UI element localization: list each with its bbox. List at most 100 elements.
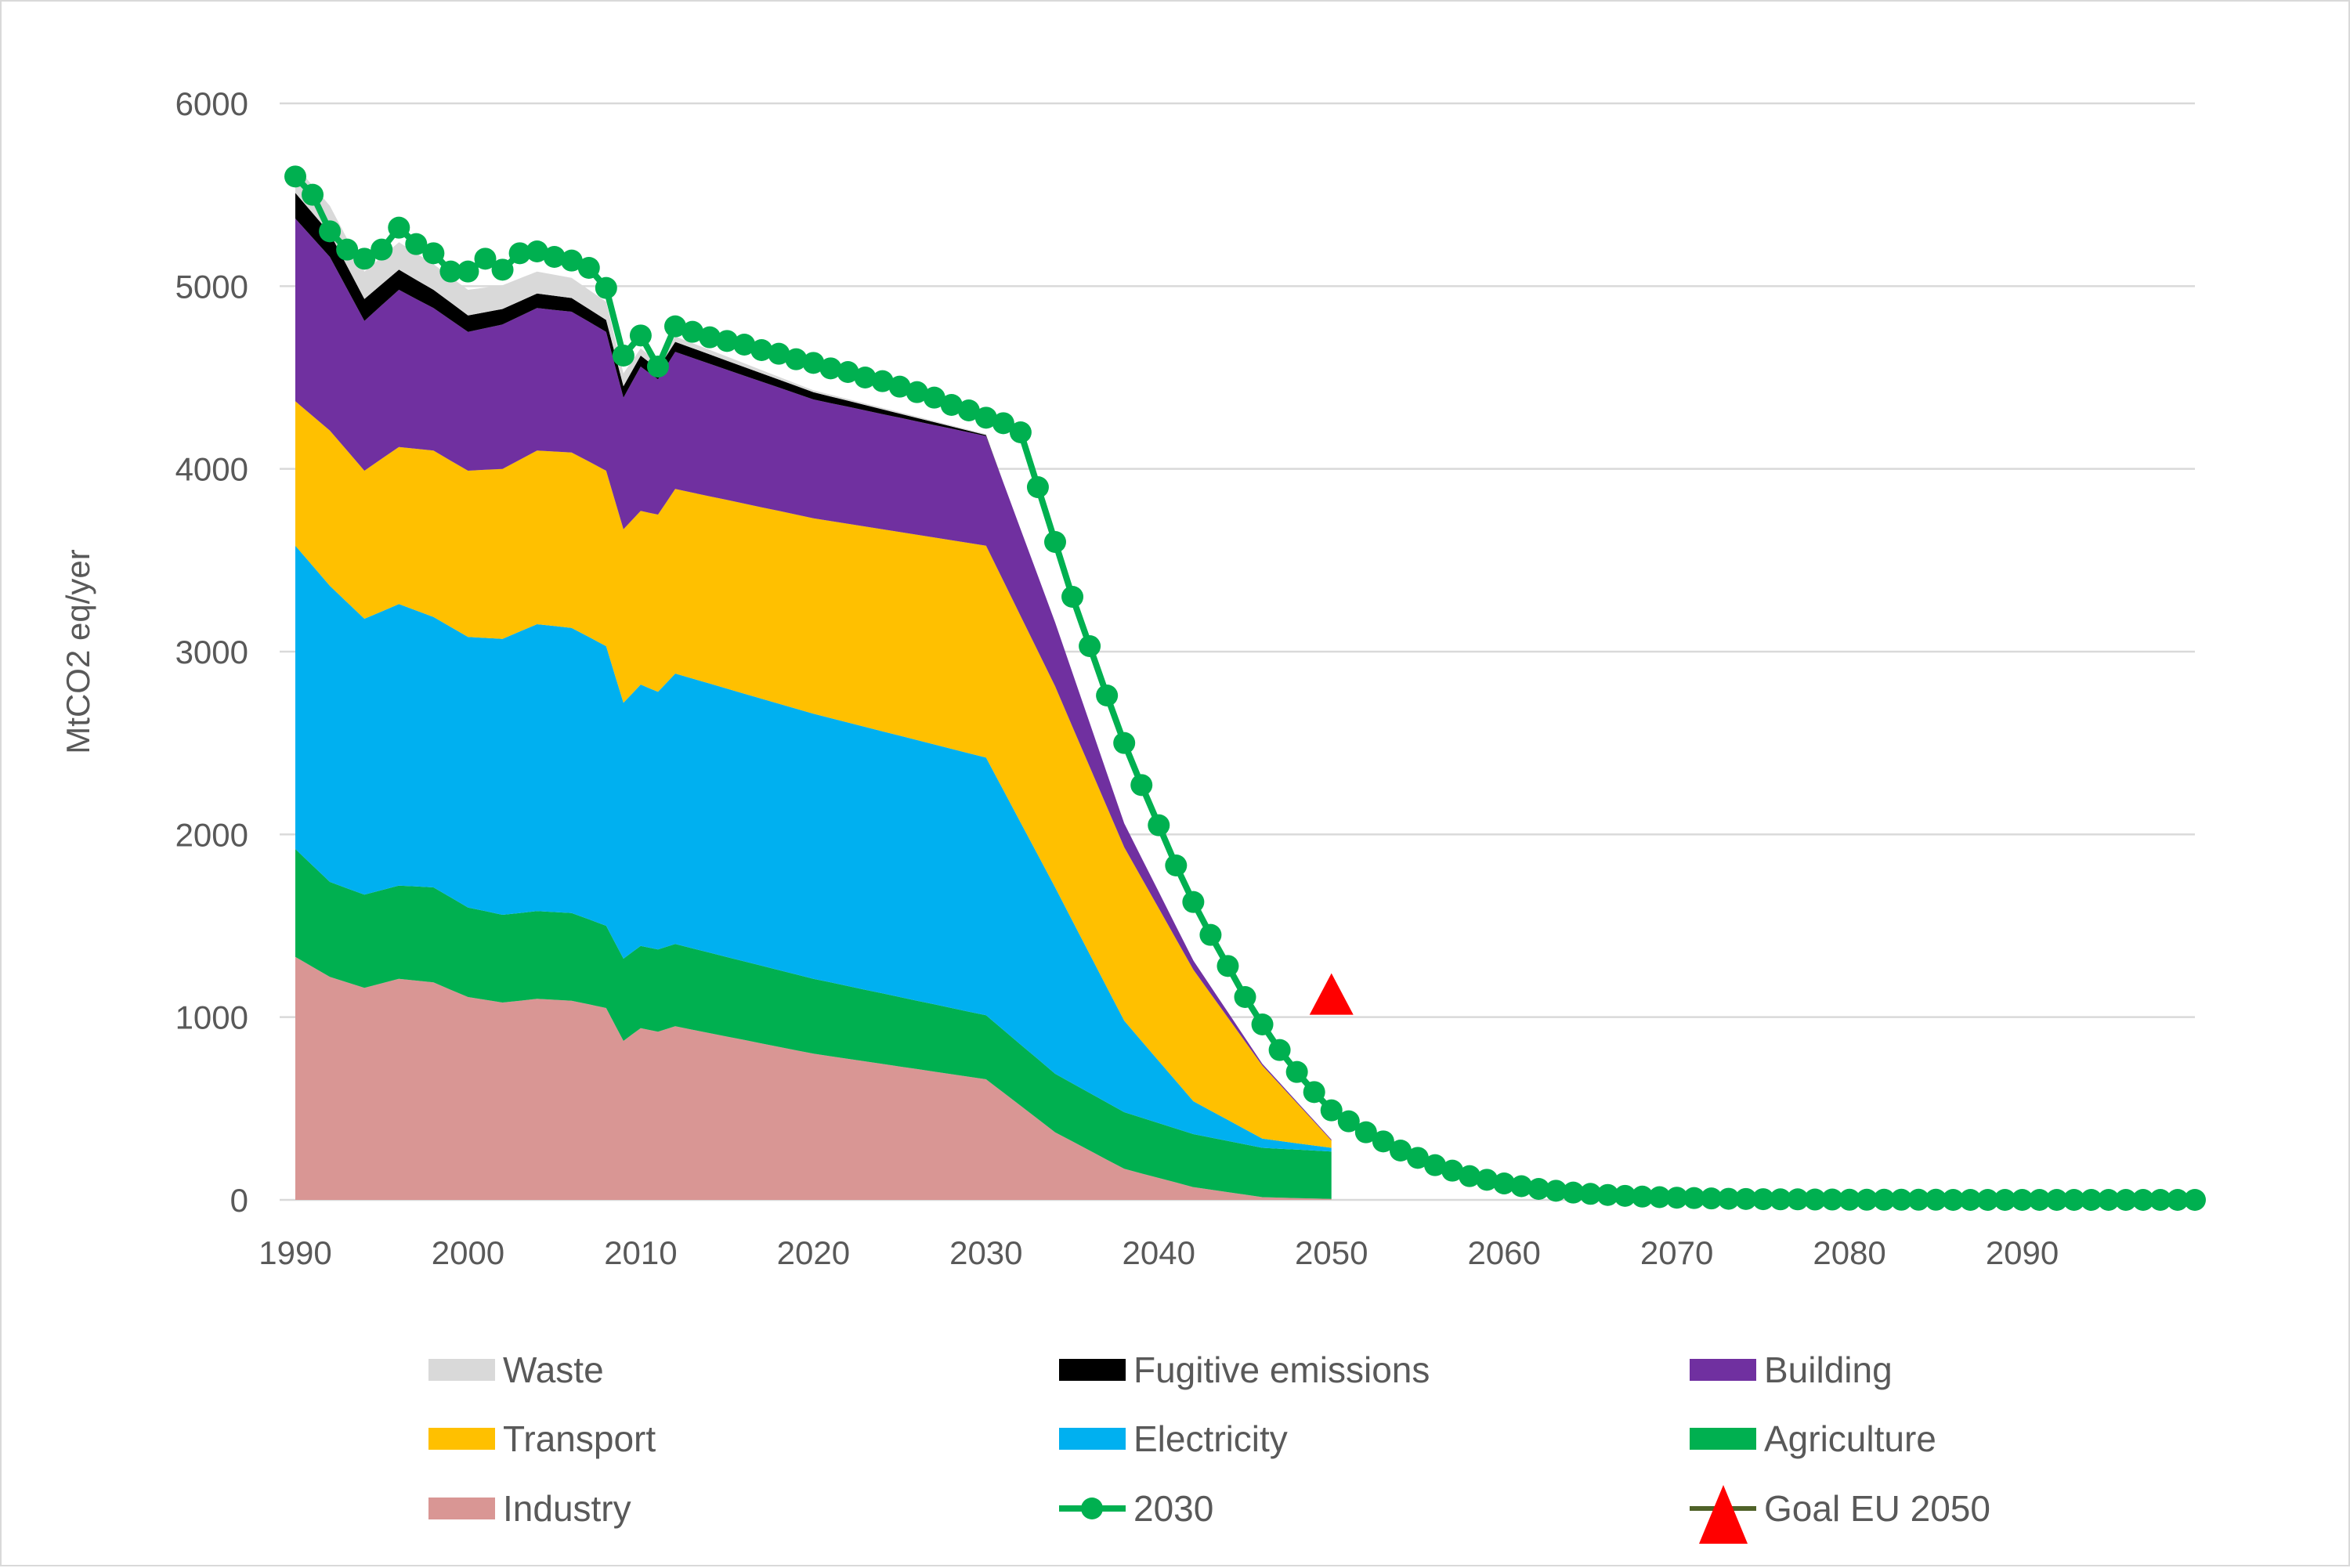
point-2030 xyxy=(1165,854,1188,876)
point-2030 xyxy=(750,339,773,361)
point-2030 xyxy=(2011,1189,2034,1211)
point-2030 xyxy=(802,352,825,374)
point-2030 xyxy=(1061,586,1084,608)
point-2030 xyxy=(1096,685,1119,706)
point-2030 xyxy=(837,361,859,383)
point-2030 xyxy=(1459,1165,1481,1187)
legend-item-electricity: Electricity xyxy=(1059,1418,1288,1459)
point-2030 xyxy=(1890,1188,1913,1211)
point-2030 xyxy=(1009,421,1032,443)
point-2030 xyxy=(957,399,980,421)
legend-item-waste: Waste xyxy=(428,1349,604,1390)
y-tick-label: 0 xyxy=(230,1182,248,1219)
point-2030 xyxy=(854,367,877,388)
point-2030 xyxy=(733,334,756,356)
point-2030 xyxy=(1648,1186,1671,1209)
point-2030 xyxy=(1441,1159,1464,1182)
point-2030 xyxy=(992,412,1014,435)
point-2030 xyxy=(1148,814,1170,836)
point-2030 xyxy=(491,258,514,281)
area-agriculture xyxy=(295,849,1332,1199)
legend-label: Agriculture xyxy=(1764,1418,1936,1459)
area-industry xyxy=(295,956,1332,1200)
point-2030 xyxy=(1044,531,1066,553)
point-2030 xyxy=(560,249,583,272)
point-2030 xyxy=(1579,1183,1602,1205)
area-waste xyxy=(295,165,1332,1140)
x-tick-label: 1990 xyxy=(258,1234,331,1271)
point-2030 xyxy=(1285,1060,1308,1083)
legend-item-goal-eu-2050: Goal EU 2050 xyxy=(1690,1485,1990,1544)
point-2030 xyxy=(2097,1189,2120,1211)
point-2030 xyxy=(1268,1039,1291,1061)
point-2030 xyxy=(629,324,652,347)
point-2030 xyxy=(1528,1178,1550,1200)
point-2030 xyxy=(1752,1188,1774,1211)
point-2030 xyxy=(1631,1185,1654,1208)
point-2030 xyxy=(1700,1187,1723,1210)
x-axis-ticks: 1990 2000 2010 2020 2030 2040 2050 2060 2070 2080… xyxy=(258,1234,2059,1271)
legend-label: 2030 xyxy=(1133,1488,1213,1529)
point-2030 xyxy=(1406,1147,1429,1169)
point-2030 xyxy=(422,242,445,265)
point-2030 xyxy=(1026,476,1049,498)
point-2030 xyxy=(1734,1187,1757,1210)
legend-item-transport: Transport xyxy=(428,1418,656,1459)
point-2030 xyxy=(1493,1172,1516,1194)
point-2030 xyxy=(1545,1180,1567,1202)
y-axis-label: MtCO2 eq/yer xyxy=(60,549,96,753)
point-2030 xyxy=(388,216,410,239)
point-2030 xyxy=(474,247,497,270)
point-2030 xyxy=(1873,1188,1896,1211)
point-2030 xyxy=(888,375,911,398)
point-2030 xyxy=(1389,1140,1412,1162)
point-2030 xyxy=(1354,1121,1377,1143)
x-tick-label: 2070 xyxy=(1640,1234,1713,1271)
point-2030 xyxy=(2080,1189,2102,1211)
y-tick-label: 2000 xyxy=(175,816,248,853)
point-2030 xyxy=(2184,1189,2206,1211)
point-2030 xyxy=(1821,1188,1844,1211)
legend-swatch-marker xyxy=(1699,1485,1748,1544)
point-2030 xyxy=(1994,1189,2016,1211)
point-2030 xyxy=(1510,1175,1533,1198)
area-fugitive-emissions xyxy=(295,193,1332,1140)
legend-label: Industry xyxy=(503,1488,631,1529)
legend-label: Waste xyxy=(503,1349,604,1390)
point-2030 xyxy=(508,242,531,265)
legend-swatch-marker xyxy=(1081,1498,1103,1519)
point-2030 xyxy=(923,386,945,409)
point-2030 xyxy=(1614,1184,1636,1207)
point-2030 xyxy=(1665,1187,1688,1209)
point-2030 xyxy=(906,381,928,403)
point-2030 xyxy=(1562,1181,1585,1204)
point-2030 xyxy=(2149,1189,2171,1211)
point-2030 xyxy=(2114,1189,2137,1211)
point-2030 xyxy=(682,320,704,343)
x-tick-label: 2080 xyxy=(1813,1234,1885,1271)
stacked-areas xyxy=(295,165,1332,1200)
point-2030 xyxy=(646,356,669,378)
point-2030 xyxy=(1372,1130,1394,1153)
point-2030 xyxy=(2131,1189,2154,1211)
point-2030 xyxy=(439,260,462,283)
goal-markers xyxy=(1309,973,1354,1015)
legend-item-building: Building xyxy=(1690,1349,1893,1390)
point-2030 xyxy=(664,315,686,338)
point-2030 xyxy=(2045,1189,2068,1211)
point-2030 xyxy=(1130,774,1153,797)
point-2030 xyxy=(819,357,842,380)
legend-item-2030: 2030 xyxy=(1059,1488,1213,1529)
legend-swatch xyxy=(428,1498,495,1519)
y-tick-label: 5000 xyxy=(175,268,248,305)
point-2030 xyxy=(1683,1187,1705,1209)
legend-label: Building xyxy=(1764,1349,1893,1390)
point-2030 xyxy=(1079,635,1101,657)
point-2030 xyxy=(2028,1189,2051,1211)
point-2030 xyxy=(457,260,479,283)
x-tick-label: 2040 xyxy=(1123,1234,1195,1271)
legend-item-agriculture: Agriculture xyxy=(1690,1418,1936,1459)
x-tick-label: 2090 xyxy=(1986,1234,2059,1271)
legend-swatch xyxy=(428,1359,495,1381)
